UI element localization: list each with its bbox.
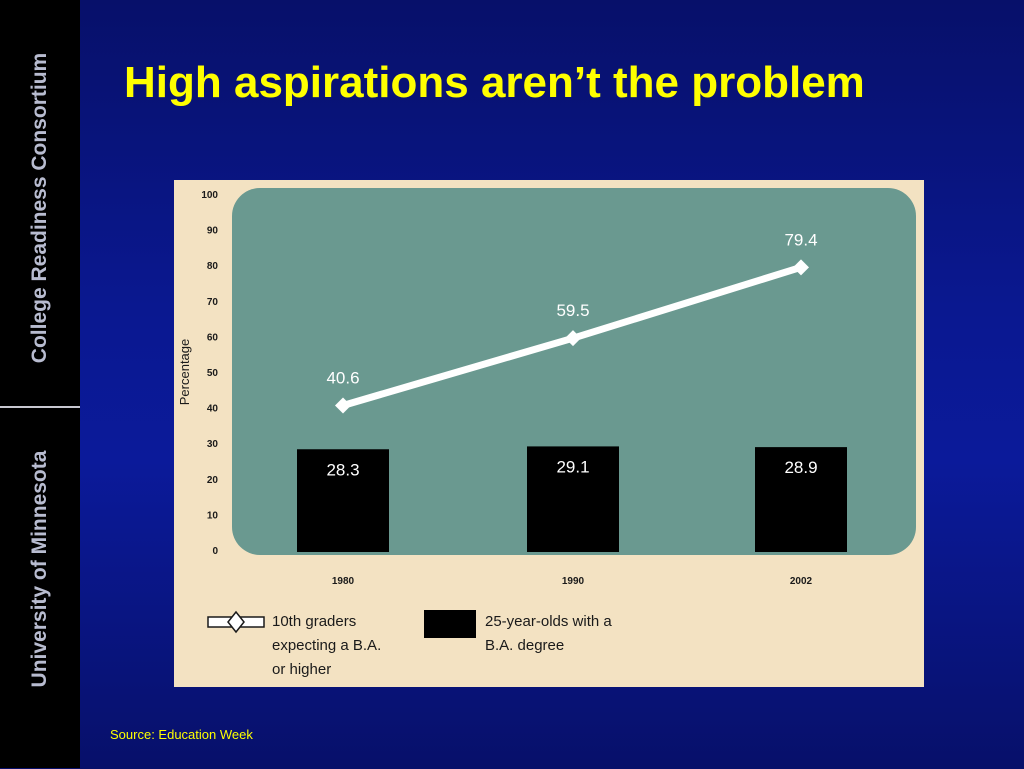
sidebar: College Readiness Consortium University … xyxy=(0,0,80,768)
x-tick-label: 1980 xyxy=(332,576,355,587)
legend-line-label: expecting a B.A. xyxy=(272,637,381,654)
y-tick-label: 40 xyxy=(207,404,219,415)
y-tick-label: 90 xyxy=(207,226,219,237)
legend-bar-label: 25-year-olds with a xyxy=(485,613,612,630)
legend-line-label: 10th graders xyxy=(272,613,356,630)
sidebar-divider xyxy=(0,406,80,408)
y-tick-label: 100 xyxy=(201,190,218,201)
line-value-label: 79.4 xyxy=(784,230,817,249)
x-tick-label: 2002 xyxy=(790,576,813,587)
slide-title: High aspirations aren’t the problem xyxy=(124,58,865,107)
chart-panel: 0 10 20 30 40 50 60 70 80 90 100 Percentage 28.3 29.1… xyxy=(174,180,924,687)
y-tick-label: 80 xyxy=(207,261,219,272)
y-tick-label: 10 xyxy=(207,510,219,521)
legend-bar-swatch xyxy=(424,610,476,638)
legend-line-marker xyxy=(227,610,245,634)
y-tick-label: 50 xyxy=(207,368,219,379)
line-value-label: 59.5 xyxy=(556,301,589,320)
sidebar-university-label: University of Minnesota xyxy=(28,450,51,688)
sidebar-consortium-label: College Readiness Consortium xyxy=(28,52,51,364)
source-note: Source: Education Week xyxy=(110,727,253,742)
y-tick-label: 0 xyxy=(212,546,218,557)
y-tick-label: 60 xyxy=(207,332,219,343)
bar-value-label: 28.3 xyxy=(326,460,359,479)
y-axis-label: Percentage xyxy=(177,339,192,406)
x-tick-label: 1990 xyxy=(562,576,585,587)
bar xyxy=(755,447,847,552)
y-tick-label: 20 xyxy=(207,475,219,486)
line-value-label: 40.6 xyxy=(326,368,359,387)
plot-area xyxy=(232,188,916,555)
y-tick-label: 30 xyxy=(207,439,219,450)
line-point xyxy=(335,397,351,414)
line-point xyxy=(793,259,809,276)
bar-value-label: 29.1 xyxy=(556,457,589,476)
chart: 0 10 20 30 40 50 60 70 80 90 100 Percentage 28.3 29.1… xyxy=(177,188,916,678)
bar xyxy=(527,446,619,552)
legend-line-label: or higher xyxy=(272,661,331,678)
y-tick-label: 70 xyxy=(207,297,219,308)
line-point xyxy=(565,330,581,347)
legend-bar-label: B.A. degree xyxy=(485,637,564,654)
bar-value-label: 28.9 xyxy=(784,458,817,477)
bar xyxy=(297,449,389,552)
